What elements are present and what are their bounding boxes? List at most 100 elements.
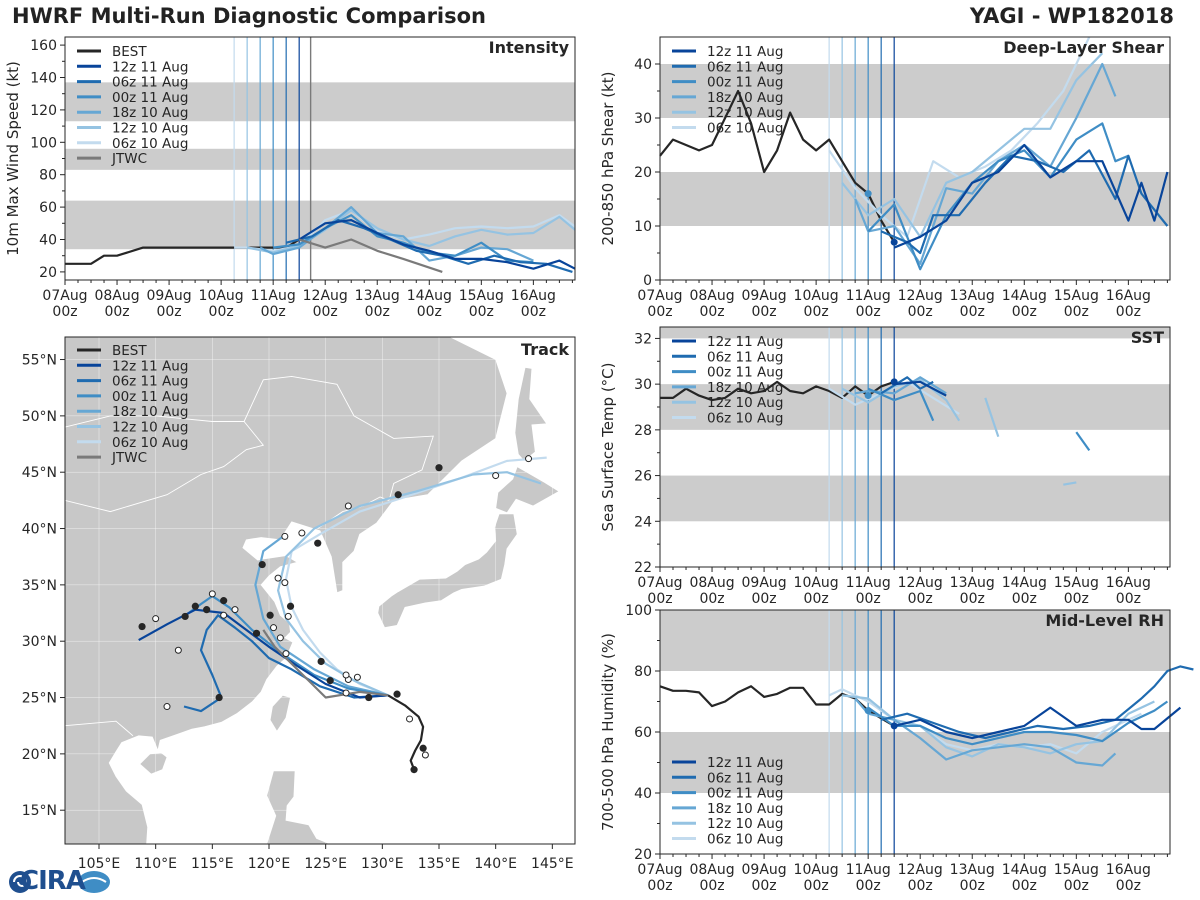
sst-series-history <box>660 380 895 402</box>
rh-xtick-label-hour: 00z <box>1116 878 1141 894</box>
shear-xtick-label-hour: 00z <box>908 304 933 320</box>
sst-xtick-label-hour: 00z <box>908 591 933 607</box>
sakhalin-island <box>514 366 548 462</box>
track-marker-filled <box>419 744 427 752</box>
track-ytick-label: 25°N <box>22 691 57 707</box>
track-xtick-label: 140°E <box>474 856 517 872</box>
intensity-legend-label: 12z 11 Aug <box>112 59 188 75</box>
rh-xtick-label-hour: 00z <box>751 878 776 894</box>
track-legend-label: 12z 11 Aug <box>112 358 188 374</box>
intensity-ylabel: 10m Max Wind Speed (kt) <box>4 61 22 256</box>
shear-ytick-label: 10 <box>634 219 652 235</box>
track-ytick-label: 15°N <box>22 803 57 819</box>
track-xtick-label: 115°E <box>191 856 234 872</box>
sst-series-r00z11 <box>1075 431 1091 452</box>
shear-ytick-label: 20 <box>634 165 652 181</box>
track-marker-open <box>406 715 414 723</box>
track-marker-filled <box>326 677 334 685</box>
track-legend-label: JTWC <box>111 450 147 466</box>
sst-xtick-label-hour: 00z <box>751 591 776 607</box>
intensity-xtick-label: 08Aug <box>94 288 139 304</box>
intensity-xtick-label-hour: 00z <box>313 304 338 320</box>
intensity-ytick-label: 120 <box>30 103 57 119</box>
shear-xtick-label-hour: 00z <box>856 304 881 320</box>
track-marker-filled <box>220 597 228 605</box>
sst-series-r00z11 <box>867 387 935 422</box>
rh-ytick-label: 60 <box>634 725 652 741</box>
rh-xtick-label: 12Aug <box>898 862 943 878</box>
intensity-xtick-label-hour: 00z <box>417 304 442 320</box>
sst-legend-label: 06z 11 Aug <box>707 349 783 365</box>
sst-series-r12z10 <box>984 397 1000 438</box>
shear-ytick-label: 40 <box>634 57 652 73</box>
track-marker-filled <box>215 693 223 702</box>
shear-legend-label: 00z 11 Aug <box>707 75 783 91</box>
track-marker-filled <box>410 766 418 774</box>
intensity-ytick-label: 20 <box>39 265 57 281</box>
rh-ytick-label: 80 <box>634 664 652 680</box>
sst-xtick-label: 12Aug <box>898 575 943 591</box>
sst-ytick-label: 26 <box>634 469 652 485</box>
rh-legend-label: 12z 11 Aug <box>707 755 783 771</box>
sst-series-r18z10 <box>855 376 947 395</box>
intensity-band <box>65 82 575 122</box>
intensity-xtick-label-hour: 00z <box>156 304 181 320</box>
track-ytick-label: 50°N <box>22 409 57 425</box>
track-marker-open <box>344 502 352 510</box>
intensity-xtick-label: 11Aug <box>251 288 296 304</box>
rh-series-r06z11 <box>880 665 1194 740</box>
intensity-panel: 2040608010012014016007Aug00z08Aug00z09Au… <box>4 36 576 320</box>
track-marker-open <box>525 455 533 463</box>
sst-panel: 22242628303207Aug00z08Aug00z09Aug00z10Au… <box>599 326 1171 607</box>
track-legend-label: 12z 10 Aug <box>112 420 188 436</box>
sst-xtick-label: 08Aug <box>689 575 734 591</box>
rh-legend-label: 18z 10 Aug <box>707 801 783 817</box>
track-marker-open <box>298 529 306 537</box>
rh-series-r06z10 <box>828 688 1142 755</box>
honshu-kyushu <box>377 513 518 629</box>
track-marker-open <box>270 624 278 632</box>
intensity-xtick-label: 12Aug <box>303 288 348 304</box>
track-marker-open <box>342 689 350 697</box>
shear-legend-label: 12z 10 Aug <box>707 105 783 121</box>
shear-series-history <box>659 89 896 243</box>
track-marker-open <box>492 472 500 480</box>
track-ytick-label: 20°N <box>22 747 57 763</box>
intensity-xtick-label-hour: 00z <box>365 304 390 320</box>
shear-xtick-label: 15Aug <box>1054 288 1099 304</box>
rh-marker <box>890 722 898 730</box>
sst-xtick-label: 10Aug <box>794 575 839 591</box>
border-china-russia <box>65 375 434 501</box>
track-marker-open <box>342 671 350 679</box>
intensity-xtick-label: 07Aug <box>42 288 87 304</box>
track-marker-open <box>281 579 289 587</box>
rh-xtick-label-hour: 00z <box>908 878 933 894</box>
track-marker-open <box>281 532 289 540</box>
sst-band <box>660 327 1170 339</box>
rh-panel: 2040608010007Aug00z08Aug00z09Aug00z10Aug… <box>599 603 1194 894</box>
rh-xtick-label: 10Aug <box>794 862 839 878</box>
track-marker-open <box>276 634 284 642</box>
shear-legend-label: 12z 11 Aug <box>707 44 783 60</box>
rh-xtick-label: 07Aug <box>637 862 682 878</box>
shear-xtick-label-hour: 00z <box>647 304 672 320</box>
rh-xtick-label: 11Aug <box>846 862 891 878</box>
track-marker-open <box>231 606 239 614</box>
track-marker-filled <box>266 611 274 619</box>
intensity-ytick-label: 60 <box>39 200 57 216</box>
track-xtick-label: 105°E <box>78 856 121 872</box>
rh-xtick-label-hour: 00z <box>856 878 881 894</box>
sst-marker <box>864 392 872 400</box>
intensity-legend-label: 00z 11 Aug <box>112 90 188 106</box>
track-marker-open <box>152 615 160 623</box>
sst-title: SST <box>1131 328 1164 347</box>
shear-xtick-label-hour: 00z <box>804 304 829 320</box>
sst-xtick-label: 13Aug <box>950 575 995 591</box>
shear-ytick-label: 0 <box>643 273 652 289</box>
shear-legend-label: 06z 10 Aug <box>707 121 783 137</box>
track-marker-filled <box>258 560 266 569</box>
intensity-title: Intensity <box>489 38 570 57</box>
track-xtick-label: 145°E <box>531 856 574 872</box>
intensity-xtick-label: 10Aug <box>199 288 244 304</box>
